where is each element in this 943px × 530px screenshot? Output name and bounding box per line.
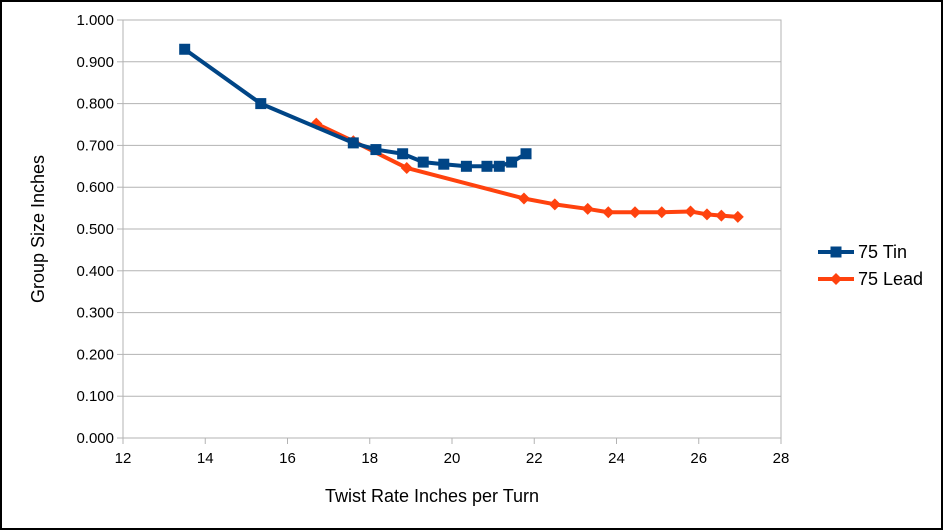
data-point	[481, 160, 493, 172]
y-tick-label: 0.500	[76, 221, 114, 238]
data-point	[731, 210, 744, 223]
data-point	[347, 137, 359, 149]
data-point	[517, 192, 530, 205]
series-75-lead	[310, 117, 744, 223]
x-tick-label: 22	[526, 450, 543, 467]
x-tick-label: 26	[690, 450, 707, 467]
x-tick-label: 20	[444, 450, 461, 467]
data-point	[548, 198, 561, 211]
legend-item: 75 Tin	[818, 242, 907, 262]
legend-item: 75 Lead	[818, 269, 923, 289]
data-point	[520, 148, 532, 160]
data-point	[370, 144, 382, 156]
x-tick-label: 14	[197, 450, 214, 467]
series-line	[182, 47, 529, 169]
x-tick-label: 16	[279, 450, 296, 467]
x-tick-label: 24	[608, 450, 625, 467]
y-tick-label: 0.400	[76, 263, 114, 280]
x-tick-label: 12	[115, 450, 132, 467]
data-point	[417, 156, 429, 168]
legend-marker	[830, 246, 842, 258]
data-point	[506, 156, 518, 168]
data-point	[493, 160, 505, 172]
data-point	[581, 202, 594, 215]
data-point	[255, 98, 267, 110]
series-line	[314, 121, 740, 219]
y-tick-labels: 0.000 0.100 0.200 0.300 0.400 0.500 0.600 0.700…	[76, 12, 114, 447]
legend-label: 75 Tin	[858, 242, 907, 262]
data-point	[715, 209, 728, 222]
data-point	[684, 205, 697, 218]
data-point	[400, 161, 413, 174]
legend-label: 75 Lead	[858, 269, 923, 289]
data-point	[655, 206, 668, 219]
data-point	[629, 206, 642, 219]
data-point	[179, 43, 191, 55]
y-tick-label: 0.100	[76, 388, 114, 405]
y-tick-label: 0.300	[76, 305, 114, 322]
y-tick-label: 0.200	[76, 346, 114, 363]
data-point	[460, 160, 472, 172]
data-point	[438, 158, 450, 170]
y-tick-label: 0.000	[76, 430, 114, 447]
y-tick-label: 0.900	[76, 54, 114, 71]
y-axis-label: Group Size Inches	[28, 155, 48, 303]
y-tick-label: 0.700	[76, 137, 114, 154]
axes	[117, 19, 782, 444]
legend: 75 Tin 75 Lead	[818, 242, 923, 289]
data-point	[397, 148, 409, 160]
plot-border	[122, 19, 782, 439]
series-75-tin	[179, 43, 532, 172]
x-tick-labels: 12 14 16 18 20 22 24 26 28	[115, 450, 790, 467]
y-tick-label: 0.800	[76, 96, 114, 113]
x-tick-label: 18	[361, 450, 378, 467]
legend-marker	[830, 273, 842, 285]
y-tick-label: 1.000	[76, 12, 114, 29]
y-tick-label: 0.600	[76, 179, 114, 196]
x-axis-label: Twist Rate Inches per Turn	[325, 486, 539, 506]
data-point	[700, 208, 713, 221]
data-point	[602, 206, 615, 219]
x-tick-label: 28	[773, 450, 790, 467]
series-layer	[179, 43, 744, 223]
